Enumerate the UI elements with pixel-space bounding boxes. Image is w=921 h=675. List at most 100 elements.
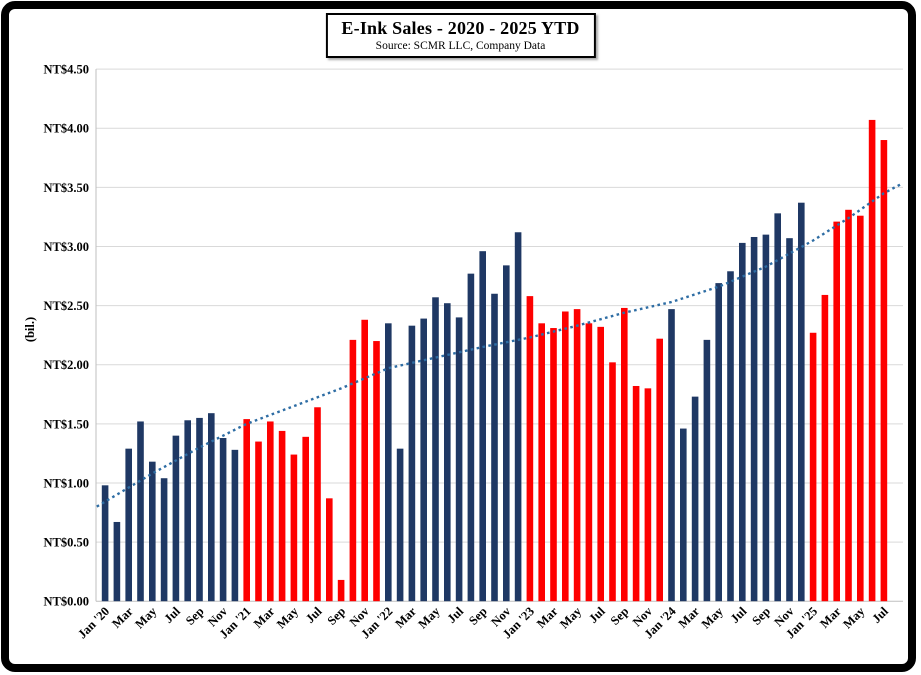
x-tick-label: May [132,604,160,632]
x-tick-label: Jan '20 [75,604,112,641]
x-tick-label: Jul [869,604,891,626]
bar-2025-m5 [857,215,864,602]
bar-2020-m3 [125,448,132,602]
bar-2020-m9 [196,417,203,602]
y-tick-label: NT$0.50 [44,536,90,550]
bar-2022-m1 [385,323,392,602]
x-tick-label: May [699,604,727,632]
bar-2021-m2 [255,441,262,602]
x-tick-label: Mar [817,604,844,631]
x-tick-label: Mar [392,604,419,631]
bar-2021-m5 [290,454,298,602]
bar-2024-m12 [798,202,805,602]
bar-2024-m11 [786,238,793,602]
x-tick-label: Jul [728,604,750,626]
bar-2020-m8 [184,420,191,602]
bar-2021-m8 [326,498,333,602]
bar-2022-m7 [455,317,463,602]
x-tick-label: May [416,604,444,632]
bar-2023-m1 [526,296,534,602]
y-axis-title: (bil.) [23,316,38,343]
y-tick-label: NT$2.50 [44,299,90,313]
bar-2023-m9 [621,307,628,602]
bar-2021-m7 [314,407,321,602]
bar-2022-m8 [467,273,475,602]
bar-2021-m4 [278,430,286,602]
bar-2021-m6 [302,436,309,602]
bar-2021-m1 [243,419,250,602]
bar-2025-m4 [845,209,852,602]
bar-2023-m4 [562,311,569,602]
bar-2024-m6 [727,271,734,602]
x-tick-label: Sep [183,604,207,628]
x-tick-label: Sep [466,604,490,628]
bar-2020-m2 [113,521,121,602]
bar-2024-m1 [668,309,675,602]
y-tick-label: NT$3.50 [44,181,90,195]
bar-2024-m9 [762,234,770,602]
bar-2021-m10 [349,339,357,602]
x-tick-label: Mar [534,604,561,631]
bar-2023-m8 [609,362,616,602]
x-tick-label: Mar [676,604,703,631]
y-tick-label: NT$4.00 [44,122,90,136]
bar-2023-m3 [550,328,557,602]
bar-2025-m3 [833,221,840,602]
bar-2023-m12 [656,338,663,602]
bar-2020-m4 [137,421,144,602]
x-tick-label: May [557,604,585,632]
bar-2021-m11 [361,319,368,602]
x-tick-label: Jul [445,604,467,626]
bar-2020-m12 [231,449,239,602]
bar-2022-m9 [479,251,486,602]
bar-2023-m2 [538,323,545,602]
x-tick-label: Jul [303,604,325,626]
y-tick-label: NT$2.00 [44,358,90,372]
chart-title-box: E-Ink Sales - 2020 - 2025 YTD Source: SC… [325,13,596,58]
bar-2025-m7 [880,140,888,602]
bar-2021-m3 [267,421,274,602]
x-tick-label: Sep [325,604,349,628]
chart-title: E-Ink Sales - 2020 - 2025 YTD [341,18,580,38]
y-tick-label: NT$1.00 [44,476,90,490]
y-tick-label: NT$1.50 [44,417,90,431]
bar-2023-m5 [573,309,581,602]
bar-2020-m7 [172,435,180,602]
bar-2022-m5 [432,297,439,602]
bar-2022-m12 [514,232,522,602]
bar-2022-m11 [503,265,510,602]
bar-2024-m10 [774,213,781,602]
x-tick-label: Jul [586,604,608,626]
bar-2020-m6 [160,478,168,602]
bar-2024-m8 [750,236,758,602]
bar-2022-m10 [491,293,498,602]
bar-2023-m7 [597,326,604,602]
y-tick-label: NT$0.00 [44,595,90,609]
bar-2024-m2 [680,428,687,602]
x-tick-label: May [274,604,302,632]
bar-2020-m1 [101,485,109,602]
bar-2020-m10 [208,413,215,602]
bar-2025-m2 [821,294,829,602]
bar-2025-m6 [868,119,876,602]
bar-2023-m10 [632,385,640,602]
bar-2021-m12 [373,341,380,602]
bar-2024-m3 [691,396,699,602]
x-tick-label: Mar [109,604,136,631]
bar-2020-m5 [149,461,156,602]
bar-2024-m5 [715,283,722,602]
bar-2024-m4 [703,339,711,602]
bar-2023-m11 [644,388,652,602]
bar-2022-m4 [420,318,427,602]
y-tick-label: NT$4.50 [44,63,90,77]
chart-subtitle: Source: SCMR LLC, Company Data [375,40,546,52]
bar-2022-m3 [408,325,416,602]
x-tick-label: Sep [749,604,773,628]
bar-2021-m9 [337,579,345,602]
x-tick-label: May [840,604,868,632]
bar-2022-m6 [444,303,451,602]
x-tick-label: Jul [161,604,183,626]
bar-2022-m2 [396,448,404,602]
